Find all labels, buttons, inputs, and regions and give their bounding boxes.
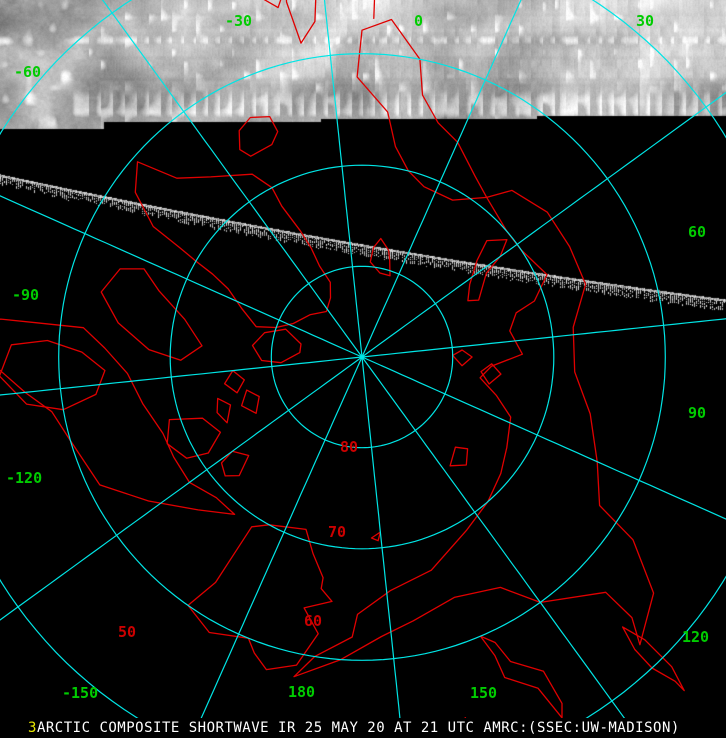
longitude-label-30: 30 — [636, 12, 655, 30]
longitude-label-180: 180 — [288, 683, 316, 701]
longitude-label-neg60: -60 — [14, 63, 42, 81]
caption-text: ARCTIC COMPOSITE SHORTWAVE IR 25 MAY 20 … — [36, 720, 680, 736]
latitude-label-80: 80 — [340, 438, 359, 456]
longitude-label-0: 0 — [414, 12, 424, 30]
longitude-label-150: 150 — [470, 684, 498, 702]
caption-index: 3 — [28, 720, 37, 736]
latitude-label-50: 50 — [118, 623, 137, 641]
longitude-label-neg30: -30 — [225, 12, 253, 30]
longitude-label-120: 120 — [682, 628, 710, 646]
longitude-label-60: 60 — [688, 223, 707, 241]
caption-bar: 3 ARCTIC COMPOSITE SHORTWAVE IR 25 MAY 2… — [0, 718, 726, 738]
longitude-label-neg90: -90 — [12, 286, 40, 304]
latitude-label-70: 70 — [328, 523, 347, 541]
latitude-label-60: 60 — [304, 612, 323, 630]
longitude-label-neg150: -150 — [62, 684, 99, 702]
map-label-layer: -60 -30 0 30 60 90 120 150 180 -150 -120 -90 80 70 60 5… — [6, 12, 710, 702]
longitude-label-neg120: -120 — [6, 469, 43, 487]
longitude-label-90: 90 — [688, 404, 707, 422]
